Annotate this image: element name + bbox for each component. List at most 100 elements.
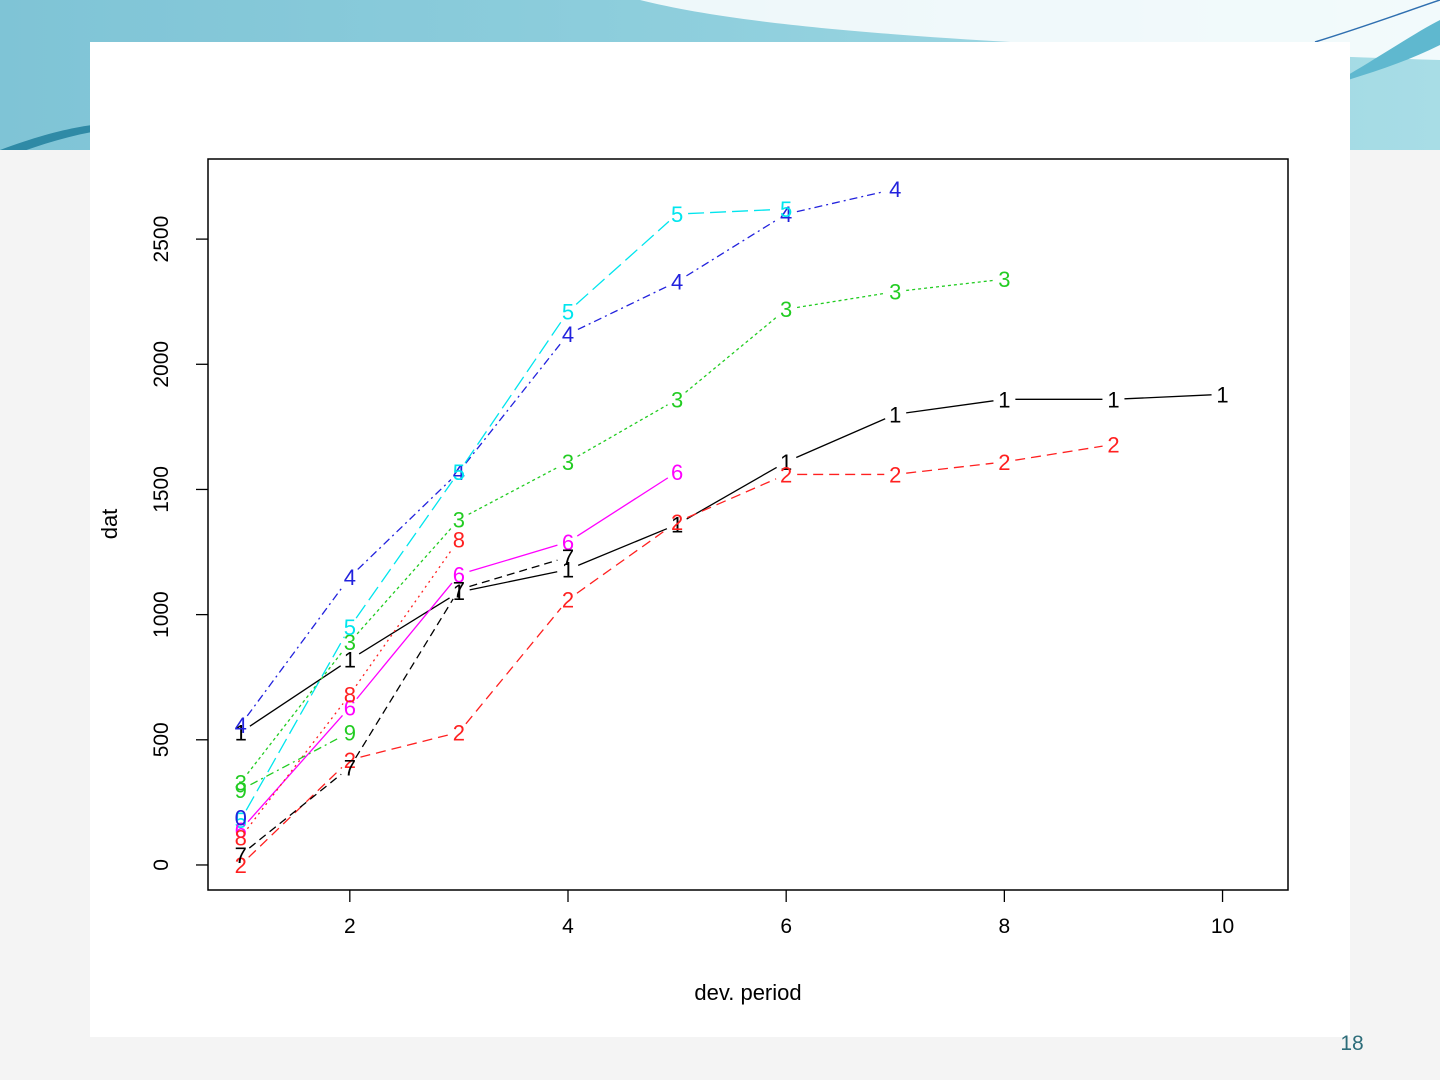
series-line <box>357 479 452 570</box>
series-line <box>576 527 669 594</box>
series-0: 0 <box>235 805 247 830</box>
data-point-label: 3 <box>235 770 247 795</box>
data-point-label: 8 <box>235 825 247 850</box>
data-point-label: 1 <box>671 513 683 538</box>
data-point-label: 7 <box>453 578 465 603</box>
data-point-label: 4 <box>235 713 247 738</box>
series-7: 7 7 7 7 <box>235 545 575 868</box>
series-line <box>247 715 343 823</box>
series-line <box>575 220 670 305</box>
series-line <box>1015 445 1103 461</box>
series-line <box>356 582 453 700</box>
data-point-label: 5 <box>562 300 574 325</box>
series-5: 5 5 5 5 5 5 <box>235 197 793 833</box>
data-point-label: 6 <box>453 563 465 588</box>
plot-frame <box>207 158 1289 891</box>
series-line <box>576 477 669 537</box>
right-swoosh <box>1348 20 1440 80</box>
right-swoosh-line <box>1314 0 1440 43</box>
data-point-label: 4 <box>562 322 574 347</box>
series-line <box>685 315 779 393</box>
series-line <box>464 320 563 464</box>
data-point-label: 3 <box>344 630 356 655</box>
series-line <box>468 466 559 515</box>
series-line <box>246 650 344 775</box>
data-point-label: 2 <box>671 510 683 535</box>
series-line <box>796 292 885 309</box>
data-point-label: 3 <box>889 280 901 305</box>
data-point-label: 2 <box>344 748 356 773</box>
data-point-label: 4 <box>889 177 901 202</box>
y-tick-label: 0 <box>150 859 173 871</box>
series-line <box>355 598 454 759</box>
series-line <box>577 528 668 566</box>
series-line <box>245 636 345 811</box>
series-line <box>686 466 777 520</box>
series-1: 1 1 1 1 1 1 1 1 1 1 <box>235 382 1229 745</box>
data-point-label: 3 <box>780 297 792 322</box>
series-line <box>688 208 776 215</box>
data-point-label: 0 <box>235 805 247 830</box>
series-line <box>360 734 449 758</box>
data-point-label: 5 <box>235 808 247 833</box>
series-line <box>1124 394 1212 400</box>
data-point-label: 6 <box>235 818 247 843</box>
left-swoosh <box>0 125 92 160</box>
x-tick-label: 2 <box>344 915 356 938</box>
data-point-label: 1 <box>998 387 1010 412</box>
data-point-label: 4 <box>344 565 356 590</box>
y-tick-label: 1000 <box>150 591 173 638</box>
y-tick-label: 500 <box>150 722 173 757</box>
data-point-label: 5 <box>344 615 356 640</box>
data-point-label: 5 <box>671 202 683 227</box>
series-line <box>358 597 450 655</box>
series-line <box>248 766 343 858</box>
data-point-label: 8 <box>344 683 356 708</box>
series-line <box>686 219 778 277</box>
series-4: 4 4 4 4 4 4 4 <box>235 177 902 738</box>
series-line <box>796 190 885 213</box>
data-point-label: 1 <box>780 450 792 475</box>
data-point-label: 2 <box>998 450 1010 475</box>
series-line <box>355 548 454 687</box>
data-point-label: 2 <box>1107 432 1119 457</box>
data-point-label: 1 <box>235 720 247 745</box>
data-point-label: 2 <box>562 588 574 613</box>
data-point-label: 7 <box>562 545 574 570</box>
series-2: 2 2 2 2 2 2 2 2 2 <box>235 432 1120 878</box>
data-point-label: 1 <box>344 648 356 673</box>
y-tick-label: 2000 <box>150 341 173 388</box>
data-point-label: 5 <box>453 460 465 485</box>
series-line <box>577 285 668 331</box>
series-line <box>469 559 558 588</box>
series-3: 3 3 3 3 3 3 3 3 <box>235 267 1011 795</box>
x-axis-title: dev. period <box>694 980 801 1005</box>
series-line <box>577 404 668 458</box>
data-point-label: 3 <box>671 387 683 412</box>
series-line <box>248 773 342 849</box>
y-tick-label: 2500 <box>150 216 173 263</box>
data-point-label: 1 <box>1107 387 1119 412</box>
x-tick-label: 6 <box>780 915 792 938</box>
data-point-label: 1 <box>453 580 465 605</box>
data-point-label: 2 <box>889 462 901 487</box>
y-axis-title: dat <box>97 509 122 540</box>
series-line <box>906 279 994 292</box>
y-axis: 0 500 1000 1500 2000 2500 <box>150 216 208 871</box>
data-point-label: 2 <box>235 853 247 878</box>
data-point-label: 9 <box>235 778 247 803</box>
data-point-label: 8 <box>453 528 465 553</box>
data-point-label: 1 <box>562 558 574 583</box>
data-point-label: 6 <box>562 530 574 555</box>
data-point-label: 1 <box>889 402 901 427</box>
data-point-label: 7 <box>344 755 356 780</box>
series-line <box>906 462 994 474</box>
series-6: 6 6 6 6 6 <box>235 460 684 843</box>
series-line <box>356 527 453 635</box>
data-point-label: 3 <box>998 267 1010 292</box>
x-axis: 2 4 6 8 10 <box>344 890 1234 938</box>
series-line <box>465 342 562 464</box>
series-line <box>250 736 341 786</box>
